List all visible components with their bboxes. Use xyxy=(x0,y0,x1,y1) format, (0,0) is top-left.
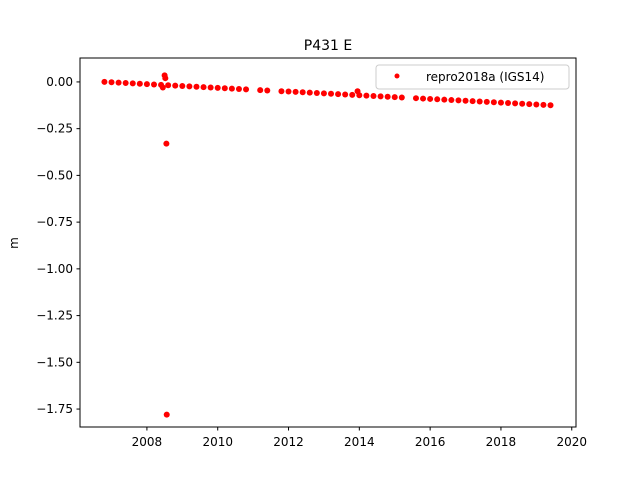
point xyxy=(384,93,391,100)
point xyxy=(136,80,143,87)
point xyxy=(320,90,327,97)
y-axis-label: m xyxy=(7,237,21,249)
point xyxy=(547,102,554,109)
x-tick-label: 2012 xyxy=(273,435,304,449)
point xyxy=(427,95,434,102)
point xyxy=(193,83,200,90)
y-tick-label: −1.25 xyxy=(36,309,73,323)
point xyxy=(221,85,228,92)
x-tick-label: 2008 xyxy=(132,435,163,449)
chart-title: P431 E xyxy=(304,38,352,54)
point xyxy=(349,91,356,98)
y-tick-label: −0.50 xyxy=(36,168,73,182)
plot-frame xyxy=(79,57,577,428)
point xyxy=(483,98,490,105)
point xyxy=(264,87,271,94)
point xyxy=(490,99,497,106)
point xyxy=(278,88,285,95)
x-tick-label: 2020 xyxy=(556,435,587,449)
point xyxy=(292,88,299,95)
legend-box xyxy=(375,64,570,90)
point xyxy=(163,140,170,147)
point xyxy=(363,92,370,99)
point xyxy=(150,81,157,88)
point xyxy=(441,96,448,103)
y-tick-label: −1.00 xyxy=(36,262,73,276)
point xyxy=(285,88,292,95)
point xyxy=(512,100,519,107)
point xyxy=(540,101,547,108)
point xyxy=(370,92,377,99)
point xyxy=(200,84,207,91)
point xyxy=(108,79,115,86)
legend-label: repro2018a (IGS14) xyxy=(426,70,544,84)
point xyxy=(335,91,342,98)
x-tick-label: 2014 xyxy=(344,435,375,449)
point xyxy=(122,80,129,87)
point xyxy=(526,101,533,108)
point xyxy=(186,83,193,90)
point xyxy=(476,98,483,105)
x-tick-label: 2010 xyxy=(202,435,233,449)
point xyxy=(313,89,320,96)
point xyxy=(391,94,398,101)
point xyxy=(159,84,166,91)
point xyxy=(420,95,427,102)
point xyxy=(299,89,306,96)
point xyxy=(243,86,250,93)
point xyxy=(497,99,504,106)
point xyxy=(257,87,264,94)
legend-marker xyxy=(394,73,400,79)
y-tick-label: −0.75 xyxy=(36,215,73,229)
point xyxy=(519,100,526,107)
point xyxy=(172,82,179,89)
point xyxy=(228,85,235,92)
point xyxy=(469,98,476,105)
point xyxy=(207,84,214,91)
y-tick-label: −1.75 xyxy=(36,402,73,416)
point xyxy=(235,86,242,93)
point xyxy=(505,100,512,107)
y-tick-label: −1.50 xyxy=(36,355,73,369)
point xyxy=(434,96,441,103)
point xyxy=(412,95,419,102)
point xyxy=(165,82,172,89)
x-tick-label: 2018 xyxy=(486,435,517,449)
point xyxy=(328,90,335,97)
point xyxy=(354,88,361,95)
point xyxy=(101,78,108,85)
point xyxy=(129,80,136,87)
point xyxy=(377,93,384,100)
point xyxy=(163,411,170,418)
point xyxy=(115,79,122,86)
point xyxy=(214,84,221,91)
point xyxy=(179,83,186,90)
point xyxy=(143,81,150,88)
point xyxy=(455,97,462,104)
y-tick-label: −0.25 xyxy=(36,122,73,136)
y-tick-label: 0.00 xyxy=(46,75,73,89)
point xyxy=(448,97,455,104)
point xyxy=(398,94,405,101)
x-tick-label: 2016 xyxy=(415,435,446,449)
point xyxy=(162,75,169,82)
point xyxy=(533,101,540,108)
point xyxy=(462,97,469,104)
point xyxy=(342,91,349,98)
point xyxy=(306,89,313,96)
